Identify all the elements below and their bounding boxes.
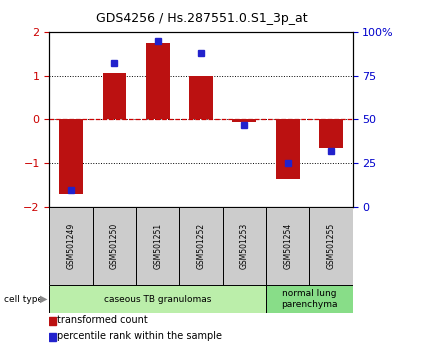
Bar bbox=[319, 120, 343, 148]
Text: ▶: ▶ bbox=[40, 294, 47, 304]
Text: cell type: cell type bbox=[4, 295, 43, 304]
FancyBboxPatch shape bbox=[223, 207, 266, 285]
FancyBboxPatch shape bbox=[309, 207, 353, 285]
Text: GSM501251: GSM501251 bbox=[153, 223, 162, 269]
FancyBboxPatch shape bbox=[136, 207, 179, 285]
Text: GSM501249: GSM501249 bbox=[67, 223, 76, 269]
Bar bbox=[276, 120, 300, 179]
FancyBboxPatch shape bbox=[93, 207, 136, 285]
Text: GSM501254: GSM501254 bbox=[283, 223, 292, 269]
Text: caseous TB granulomas: caseous TB granulomas bbox=[104, 295, 212, 304]
Text: GSM501253: GSM501253 bbox=[240, 223, 249, 269]
Bar bbox=[49, 317, 55, 325]
Text: transformed count: transformed count bbox=[57, 315, 148, 325]
Text: GSM501250: GSM501250 bbox=[110, 223, 119, 269]
FancyBboxPatch shape bbox=[266, 285, 353, 313]
Text: normal lung
parenchyma: normal lung parenchyma bbox=[281, 290, 338, 309]
Text: percentile rank within the sample: percentile rank within the sample bbox=[57, 331, 222, 341]
Bar bbox=[233, 120, 256, 122]
Text: GDS4256 / Hs.287551.0.S1_3p_at: GDS4256 / Hs.287551.0.S1_3p_at bbox=[96, 12, 308, 25]
FancyBboxPatch shape bbox=[266, 207, 309, 285]
FancyBboxPatch shape bbox=[49, 285, 266, 313]
FancyBboxPatch shape bbox=[179, 207, 223, 285]
Text: GSM501255: GSM501255 bbox=[326, 223, 335, 269]
Bar bbox=[59, 120, 83, 194]
FancyBboxPatch shape bbox=[49, 207, 93, 285]
Bar bbox=[102, 74, 126, 120]
Bar bbox=[189, 76, 213, 120]
Bar bbox=[49, 333, 55, 341]
Bar bbox=[146, 43, 169, 120]
Text: GSM501252: GSM501252 bbox=[197, 223, 206, 269]
